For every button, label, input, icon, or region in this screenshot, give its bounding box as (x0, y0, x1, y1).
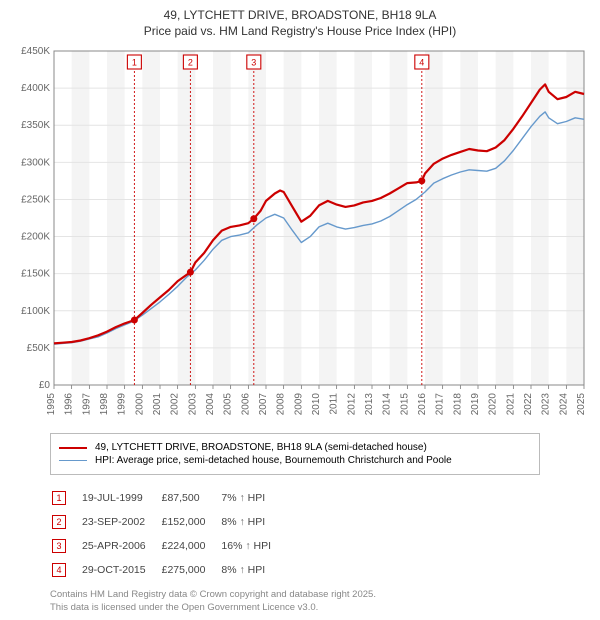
footer-attribution: Contains HM Land Registry data © Crown c… (50, 589, 590, 614)
table-row: 3 25-APR-2006£224,00016% ↑ HPI (52, 535, 285, 557)
svg-text:2014: 2014 (382, 393, 393, 416)
sale-delta: 16% ↑ HPI (221, 535, 285, 557)
svg-text:4: 4 (419, 58, 424, 68)
legend: 49, LYTCHETT DRIVE, BROADSTONE, BH18 9LA… (50, 433, 540, 475)
svg-text:£0: £0 (39, 380, 51, 391)
svg-text:2013: 2013 (364, 393, 375, 416)
svg-text:2011: 2011 (329, 393, 340, 415)
title-line2: Price paid vs. HM Land Registry's House … (144, 24, 456, 38)
legend-swatch-red (59, 447, 87, 449)
svg-text:£400K: £400K (21, 83, 50, 94)
sale-price: £224,000 (162, 535, 220, 557)
svg-text:1997: 1997 (81, 393, 92, 416)
svg-text:2020: 2020 (488, 393, 499, 416)
svg-text:2005: 2005 (223, 393, 234, 416)
svg-text:2025: 2025 (576, 393, 587, 416)
table-row: 4 29-OCT-2015£275,0008% ↑ HPI (52, 559, 285, 581)
svg-text:1998: 1998 (99, 393, 110, 416)
svg-text:2006: 2006 (240, 393, 251, 416)
svg-text:2017: 2017 (435, 393, 446, 416)
sale-marker-icon: 1 (52, 491, 66, 505)
sale-date: 23-SEP-2002 (82, 511, 160, 533)
legend-label-hpi: HPI: Average price, semi-detached house,… (95, 455, 452, 466)
svg-text:2019: 2019 (470, 393, 481, 416)
legend-label-property: 49, LYTCHETT DRIVE, BROADSTONE, BH18 9LA… (95, 442, 427, 453)
svg-text:£150K: £150K (21, 269, 50, 280)
svg-text:2001: 2001 (152, 393, 163, 416)
footer-line1: Contains HM Land Registry data © Crown c… (50, 589, 376, 600)
line-chart: £0 £50K £100K £150K £200K £250K £300K £350K £400… (10, 45, 590, 425)
sale-date: 19-JUL-1999 (82, 487, 160, 509)
sale-marker-icon: 3 (52, 539, 66, 553)
table-row: 2 23-SEP-2002£152,0008% ↑ HPI (52, 511, 285, 533)
sale-price: £275,000 (162, 559, 220, 581)
sale-price: £87,500 (162, 487, 220, 509)
legend-row-hpi: HPI: Average price, semi-detached house,… (59, 455, 531, 466)
sale-price: £152,000 (162, 511, 220, 533)
svg-text:3: 3 (251, 58, 256, 68)
svg-text:2021: 2021 (505, 393, 516, 416)
sale-date: 29-OCT-2015 (82, 559, 160, 581)
svg-text:1996: 1996 (64, 393, 75, 416)
sale-marker-icon: 2 (52, 515, 66, 529)
chart-title: 49, LYTCHETT DRIVE, BROADSTONE, BH18 9LA… (10, 8, 590, 39)
svg-text:£100K: £100K (21, 306, 50, 317)
svg-text:2008: 2008 (276, 393, 287, 416)
table-row: 1 19-JUL-1999£87,5007% ↑ HPI (52, 487, 285, 509)
svg-text:£250K: £250K (21, 195, 50, 206)
sales-table: 119-JUL-1999£87,5007% ↑ HPI223-SEP-2002£… (50, 485, 287, 583)
svg-text:2012: 2012 (346, 393, 357, 416)
svg-text:2010: 2010 (311, 393, 322, 416)
svg-text:2009: 2009 (293, 393, 304, 416)
sale-delta: 7% ↑ HPI (221, 487, 285, 509)
sale-date: 25-APR-2006 (82, 535, 160, 557)
svg-text:2018: 2018 (452, 393, 463, 416)
svg-text:2015: 2015 (399, 393, 410, 416)
sale-marker-icon: 4 (52, 563, 66, 577)
svg-text:2023: 2023 (541, 393, 552, 416)
footer-line2: This data is licensed under the Open Gov… (50, 602, 318, 613)
svg-text:1: 1 (132, 58, 137, 68)
chart-area: £0 £50K £100K £150K £200K £250K £300K £350K £400… (10, 45, 590, 425)
svg-text:2016: 2016 (417, 393, 428, 416)
svg-text:2004: 2004 (205, 393, 216, 416)
svg-text:£200K: £200K (21, 232, 50, 243)
sale-delta: 8% ↑ HPI (221, 559, 285, 581)
svg-text:£350K: £350K (21, 120, 50, 131)
legend-row-property: 49, LYTCHETT DRIVE, BROADSTONE, BH18 9LA… (59, 442, 531, 453)
svg-text:2022: 2022 (523, 393, 534, 416)
sale-delta: 8% ↑ HPI (221, 511, 285, 533)
svg-text:2003: 2003 (187, 393, 198, 416)
svg-text:2024: 2024 (558, 393, 569, 416)
legend-swatch-blue (59, 460, 87, 461)
svg-text:£50K: £50K (27, 343, 51, 354)
svg-text:2007: 2007 (258, 393, 269, 416)
svg-text:£300K: £300K (21, 158, 50, 169)
svg-text:1999: 1999 (117, 393, 128, 416)
svg-text:2: 2 (188, 58, 193, 68)
title-line1: 49, LYTCHETT DRIVE, BROADSTONE, BH18 9LA (164, 8, 437, 22)
svg-text:£450K: £450K (21, 46, 50, 57)
svg-text:2000: 2000 (134, 393, 145, 416)
svg-text:2002: 2002 (170, 393, 181, 416)
svg-text:1995: 1995 (46, 393, 57, 416)
